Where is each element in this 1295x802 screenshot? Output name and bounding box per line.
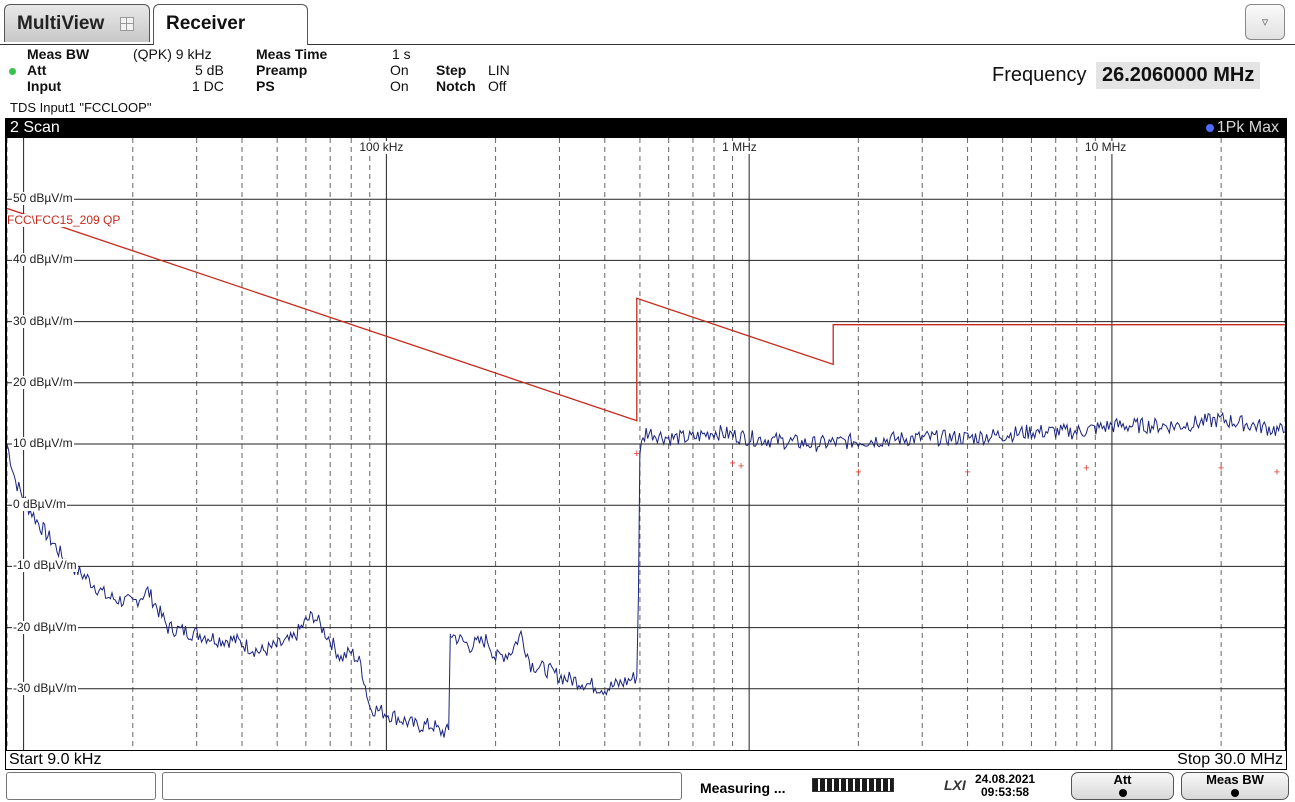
led-icon (1231, 789, 1239, 797)
y-axis-label: 0 dBµV/m (12, 497, 67, 512)
final-measurement-marker: + (855, 467, 861, 479)
measuring-status: Measuring ... (700, 780, 786, 796)
tab-multiview[interactable]: MultiView (4, 4, 150, 42)
meas-bw-label: Meas BW (27, 46, 90, 62)
final-measurement-marker: + (1274, 467, 1280, 479)
frequency-value[interactable]: 26.2060000 MHz (1096, 62, 1261, 89)
tds-input-label: TDS Input1 "FCCLOOP" (10, 100, 152, 115)
preamp-value: On (390, 62, 409, 78)
tab-receiver-label: Receiver (166, 13, 246, 34)
input-label: Input (27, 78, 62, 94)
y-axis-label: 50 dBµV/m (12, 191, 74, 206)
date-time: 24.08.2021 09:53:58 (975, 773, 1035, 799)
scan-plot[interactable]: + + + + + + + + FCC\FCC15_209 QP 50 dBµV/m 40 dB… (5, 138, 1287, 750)
limit-line (7, 207, 1285, 422)
notch-label: Notch (436, 78, 476, 94)
preamp-label: Preamp (256, 62, 308, 78)
meas-bw-value: (QPK) 9 kHz (133, 46, 212, 62)
final-measurement-marker: + (1218, 462, 1224, 474)
limit-line-label: FCC\FCC15_209 QP (7, 213, 121, 227)
top-tab-bar: MultiView Receiver ▿ (0, 0, 1295, 45)
status-field-left (6, 772, 156, 800)
y-axis-label: -20 dBµV/m (12, 619, 78, 634)
meas-bw-button-label: Meas BW (1206, 772, 1264, 787)
status-field-message (162, 772, 682, 800)
x-axis-label: 10 MHz (1082, 140, 1129, 154)
step-value: LIN (488, 62, 510, 78)
trace-label: 1Pk Max (1216, 119, 1279, 136)
lxi-logo-icon: LXI (944, 777, 966, 793)
scan-title-bar: 2 Scan 1Pk Max (5, 118, 1287, 138)
tab-multiview-label: MultiView (17, 13, 105, 34)
start-frequency: Start 9.0 kHz (9, 751, 102, 768)
notch-value: Off (488, 78, 507, 94)
scan-plot-svg: ++ ++ + + + + (7, 138, 1285, 750)
att-label: Att (27, 62, 47, 78)
final-measurement-marker: + (729, 457, 735, 469)
date: 24.08.2021 (975, 772, 1036, 786)
grid-icon (119, 16, 134, 31)
final-measurement-marker: + (1083, 462, 1089, 474)
ps-value: On (390, 78, 409, 94)
x-axis-label: 1 MHz (720, 140, 759, 154)
frequency-range-bar: Start 9.0 kHz Stop 30.0 MHz (5, 750, 1287, 770)
x-axis-label: 100 kHz (357, 140, 406, 154)
meas-bw-button[interactable]: Meas BW (1181, 772, 1289, 800)
att-button[interactable]: Att (1071, 772, 1174, 800)
y-axis-label: 30 dBµV/m (12, 313, 74, 328)
trace-1pk-max (7, 411, 1285, 738)
y-axis-label: -10 dBµV/m (12, 558, 78, 573)
input-value: 1 DC (192, 78, 224, 94)
final-measurement-marker: + (964, 467, 970, 479)
time: 09:53:58 (981, 785, 1030, 799)
tab-receiver[interactable]: Receiver (153, 4, 308, 45)
att-value: 5 dB (195, 62, 224, 78)
y-axis-label: 20 dBµV/m (12, 374, 74, 389)
trace-dot-icon (1205, 123, 1214, 132)
measurement-progress-bar (812, 778, 894, 792)
led-icon (1118, 789, 1127, 797)
att-button-label: Att (1113, 772, 1132, 787)
chevron-down-icon: ▿ (1261, 14, 1269, 29)
meas-time-value: 1 s (392, 46, 411, 62)
meas-time-label: Meas Time (256, 46, 328, 62)
final-measurement-marker: + (738, 460, 744, 472)
progress-fill (813, 779, 893, 791)
step-label: Step (436, 62, 467, 78)
frequency-label: Frequency (992, 64, 1087, 86)
status-bar: Measuring ... LXI 24.08.2021 09:53:58 At… (0, 770, 1295, 802)
scan-title: 2 Scan (10, 119, 60, 136)
y-axis-label: 40 dBµV/m (12, 252, 74, 267)
y-axis-label: 10 dBµV/m (12, 436, 74, 450)
settings-panel: Meas BW (QPK) 9 kHz Att 5 dB Input 1 DC … (0, 45, 1295, 118)
y-axis-label: -30 dBµV/m (12, 680, 78, 695)
status-indicator-icon (9, 68, 16, 75)
ps-label: PS (256, 78, 275, 94)
stop-frequency: Stop 30.0 MHz (1177, 751, 1283, 768)
trace-indicator: 1Pk Max (1205, 119, 1279, 137)
final-measurement-marker: + (634, 448, 640, 460)
dropdown-menu-button[interactable]: ▿ (1245, 4, 1285, 40)
